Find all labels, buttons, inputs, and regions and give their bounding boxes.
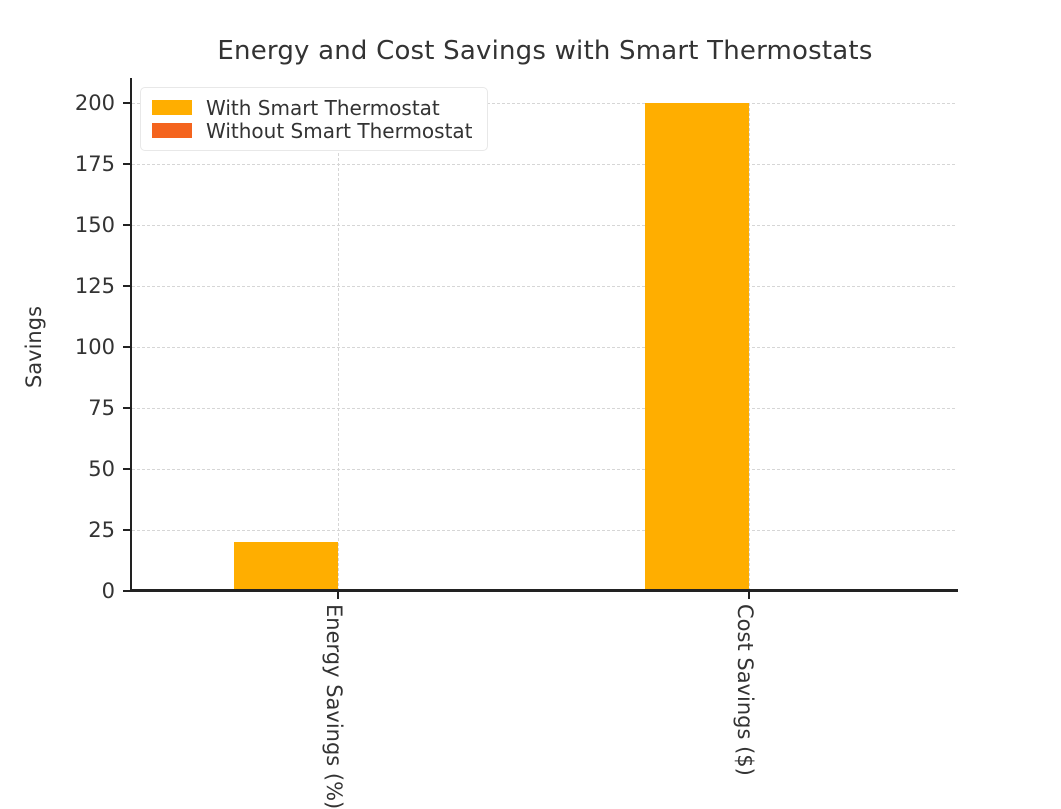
x-tick-label: Energy Savings (%)	[321, 604, 346, 809]
gridline-horizontal	[132, 225, 955, 226]
y-tick-label: 175	[74, 152, 115, 176]
y-tick-mark	[123, 224, 131, 226]
gridline-vertical	[337, 103, 339, 591]
gridline-horizontal	[132, 164, 955, 165]
chart-title: Energy and Cost Savings with Smart Therm…	[217, 36, 873, 66]
y-tick-mark	[123, 468, 131, 470]
y-tick-label: 25	[88, 518, 115, 542]
chart-legend: With Smart Thermostat Without Smart Therm…	[140, 87, 488, 151]
legend-item: Without Smart Thermostat	[152, 118, 473, 143]
y-tick-mark	[123, 590, 131, 592]
y-tick-label: 150	[74, 213, 115, 237]
chart-figure: Energy and Cost Savings with Smart Therm…	[22, 36, 958, 809]
y-tick-label: 0	[101, 579, 115, 603]
legend-label: Without Smart Thermostat	[206, 118, 473, 143]
gridline-horizontal	[132, 347, 955, 348]
x-tick-label: Cost Savings ($)	[733, 604, 758, 776]
plot-area	[132, 103, 955, 591]
y-tick-mark	[123, 163, 131, 165]
y-tick-label: 75	[88, 396, 115, 420]
gridline-vertical	[749, 103, 751, 591]
y-tick-label: 125	[74, 274, 115, 298]
y-tick-mark	[123, 407, 131, 409]
gridline-horizontal	[132, 408, 955, 409]
gridline-horizontal	[132, 286, 955, 287]
y-tick-label: 50	[88, 457, 115, 481]
gridline-horizontal	[132, 469, 955, 470]
axis-spine-left	[130, 78, 132, 592]
gridline-horizontal	[132, 103, 955, 104]
legend-swatch	[152, 123, 192, 138]
legend-label: With Smart Thermostat	[206, 95, 440, 120]
y-tick-mark	[123, 102, 131, 104]
axis-spine-bottom	[130, 589, 958, 592]
y-tick-mark	[123, 346, 131, 348]
y-tick-mark	[123, 529, 131, 531]
gridline-horizontal	[132, 530, 955, 531]
y-tick-label: 100	[74, 335, 115, 359]
legend-item: With Smart Thermostat	[152, 95, 473, 120]
y-tick-mark	[123, 285, 131, 287]
x-tick-mark	[748, 591, 751, 599]
x-tick-mark	[336, 591, 339, 599]
bar	[233, 542, 338, 591]
y-axis-label: Savings	[22, 305, 46, 389]
legend-swatch	[152, 100, 192, 115]
y-tick-label: 200	[74, 91, 115, 115]
bar	[645, 103, 750, 591]
